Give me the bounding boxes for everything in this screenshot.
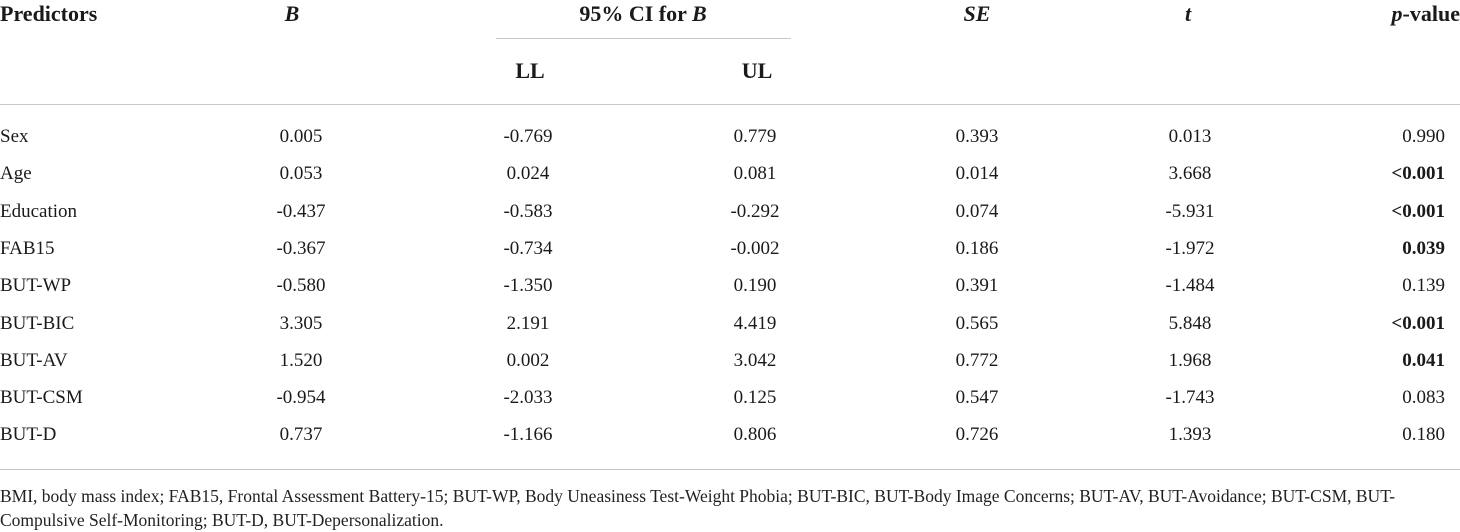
- cell-predictor: Age: [0, 163, 32, 184]
- cell-ul: 0.190: [733, 275, 777, 296]
- cell-predictor: BUT-BIC: [0, 313, 75, 334]
- cell-t: -1.484: [1165, 275, 1215, 296]
- cell-t: -1.972: [1165, 238, 1215, 259]
- cell-ul: 4.419: [733, 313, 777, 334]
- cell-predictor: FAB15: [0, 238, 55, 259]
- cell-se: 0.393: [955, 126, 999, 147]
- cell-b: -0.580: [276, 275, 326, 296]
- cell-t: 1.393: [1168, 424, 1212, 445]
- cell-ul: 0.081: [733, 163, 777, 184]
- cell-se: 0.565: [955, 313, 999, 334]
- cell-b: -0.437: [276, 201, 326, 222]
- cell-ll: -0.734: [503, 238, 553, 259]
- header-predictors: Predictors: [0, 1, 98, 26]
- cell-ul: 0.806: [733, 424, 777, 445]
- cell-p: 0.990: [1402, 126, 1445, 147]
- cell-p: <0.001: [1391, 163, 1445, 184]
- cell-b: 0.005: [279, 126, 323, 147]
- cell-t: -5.931: [1165, 201, 1215, 222]
- cell-ul: 0.125: [733, 387, 777, 408]
- header-ci-b: B: [691, 1, 707, 26]
- header-p-rest: -value: [1402, 1, 1460, 26]
- cell-predictor: BUT-WP: [0, 275, 72, 296]
- header-t: t: [1184, 1, 1192, 26]
- cell-ll: -1.166: [503, 424, 553, 445]
- header-ll: LL: [515, 58, 545, 83]
- cell-ll: 0.024: [506, 163, 550, 184]
- cell-t: -1.743: [1165, 387, 1215, 408]
- cell-p: 0.139: [1402, 275, 1445, 296]
- cell-t: 5.848: [1168, 313, 1212, 334]
- cell-b: 0.053: [279, 163, 323, 184]
- cell-b: 3.305: [279, 313, 323, 334]
- cell-p: 0.041: [1402, 350, 1445, 371]
- cell-b: -0.367: [276, 238, 326, 259]
- header-se: SE: [963, 1, 991, 26]
- cell-se: 0.186: [955, 238, 999, 259]
- cell-p: 0.180: [1402, 424, 1445, 445]
- cell-se: 0.014: [955, 163, 999, 184]
- cell-p: 0.083: [1402, 387, 1445, 408]
- cell-b: 0.737: [279, 424, 323, 445]
- cell-se: 0.074: [955, 201, 999, 222]
- cell-ul: 0.779: [733, 126, 777, 147]
- header-p-value: p-value: [1392, 1, 1460, 27]
- header-p-italic: p: [1391, 1, 1403, 26]
- cell-ll: 0.002: [506, 350, 550, 371]
- cell-t: 3.668: [1168, 163, 1212, 184]
- cell-predictor: Education: [0, 201, 78, 222]
- header-rule: [0, 104, 1460, 105]
- ci-underline: [496, 38, 791, 39]
- cell-ll: 2.191: [506, 313, 550, 334]
- cell-se: 0.547: [955, 387, 999, 408]
- header-ci: 95% CI for B: [579, 1, 706, 27]
- cell-ll: -2.033: [503, 387, 553, 408]
- bottom-rule: [0, 469, 1460, 470]
- cell-ul: -0.292: [730, 201, 780, 222]
- cell-se: 0.391: [955, 275, 999, 296]
- cell-ll: -0.583: [503, 201, 553, 222]
- cell-ll: -0.769: [503, 126, 553, 147]
- cell-predictor: BUT-CSM: [0, 387, 83, 408]
- header-b: B: [284, 1, 300, 26]
- cell-predictor: BUT-AV: [0, 350, 68, 371]
- cell-se: 0.772: [955, 350, 999, 371]
- cell-t: 1.968: [1168, 350, 1212, 371]
- footnote: BMI, body mass index; FAB15, Frontal Ass…: [0, 486, 1396, 530]
- header-ul: UL: [741, 58, 773, 83]
- cell-t: 0.013: [1168, 126, 1212, 147]
- cell-ul: 3.042: [733, 350, 777, 371]
- cell-ll: -1.350: [503, 275, 553, 296]
- cell-b: 1.520: [279, 350, 323, 371]
- header-ci-text: 95% CI for: [579, 1, 692, 26]
- cell-p: <0.001: [1391, 313, 1445, 334]
- cell-predictor: Sex: [0, 126, 29, 147]
- cell-b: -0.954: [276, 387, 326, 408]
- cell-p: 0.039: [1402, 238, 1445, 259]
- cell-predictor: BUT-D: [0, 424, 57, 445]
- cell-p: <0.001: [1391, 201, 1445, 222]
- cell-se: 0.726: [955, 424, 999, 445]
- cell-ul: -0.002: [730, 238, 780, 259]
